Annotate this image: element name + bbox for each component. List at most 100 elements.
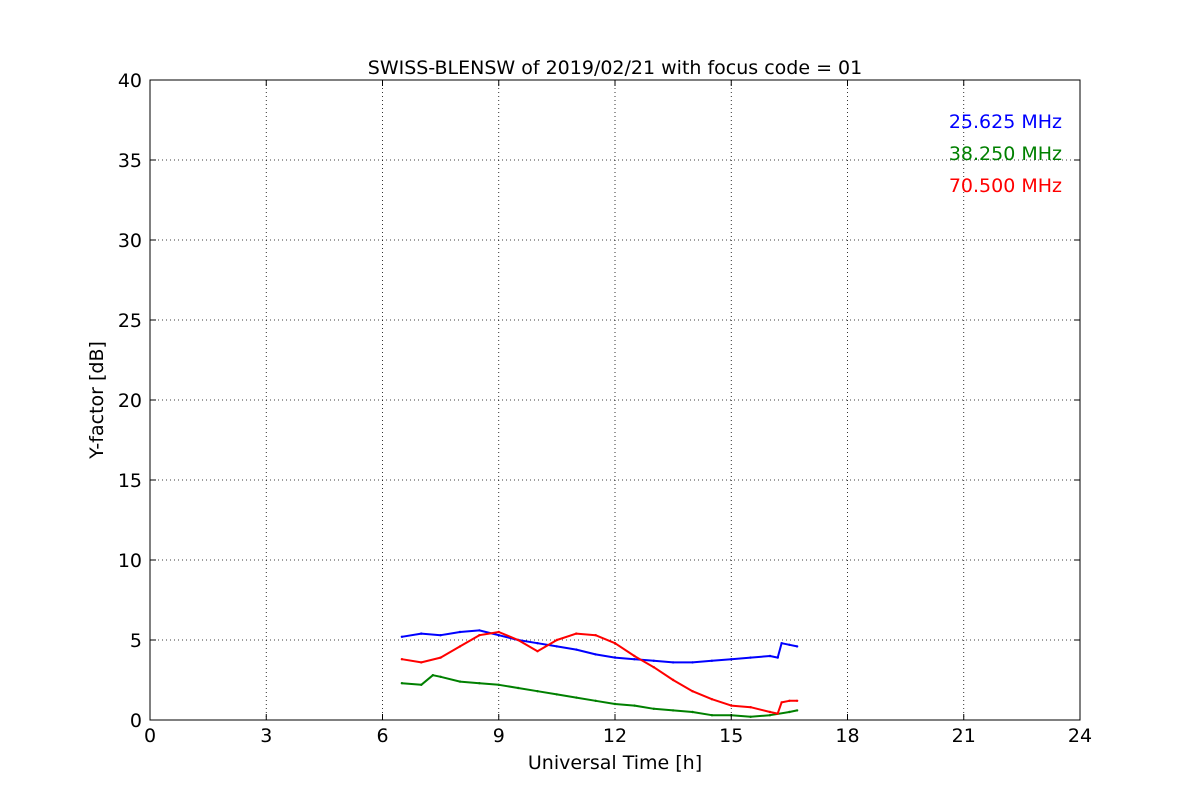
data-point xyxy=(497,634,500,637)
data-point xyxy=(795,709,799,712)
data-point xyxy=(788,710,791,714)
data-point xyxy=(594,653,597,656)
x-tick-label: 12 xyxy=(603,725,627,747)
data-point xyxy=(478,634,481,637)
legend: 25.625 MHz 38.250 MHz 70.500 MHz xyxy=(949,111,1062,197)
y-tick-label: 0 xyxy=(130,710,142,732)
data-point xyxy=(749,706,752,709)
data-point xyxy=(458,680,462,683)
data-point xyxy=(497,630,500,634)
data-point xyxy=(691,710,694,714)
data-point xyxy=(633,704,636,707)
data-point xyxy=(710,698,714,701)
data-point xyxy=(768,654,772,658)
data-point xyxy=(768,714,772,717)
data-point xyxy=(710,659,714,662)
x-tick-label: 18 xyxy=(835,725,859,747)
data-point xyxy=(652,659,655,662)
data-point xyxy=(652,707,655,710)
data-point xyxy=(536,650,539,653)
data-point xyxy=(788,699,791,702)
plot-area-frame xyxy=(149,79,1081,721)
data-point xyxy=(478,682,481,685)
series-group xyxy=(400,629,799,664)
data-point xyxy=(536,690,539,693)
data-point xyxy=(795,645,799,648)
data-point xyxy=(730,658,733,661)
x-tick-label: 15 xyxy=(719,725,743,747)
x-tick-label: 0 xyxy=(144,725,156,747)
data-point xyxy=(749,656,752,659)
data-point xyxy=(575,632,578,635)
data-point xyxy=(516,638,520,642)
data-point xyxy=(594,634,597,637)
x-tick-label: 24 xyxy=(1068,725,1092,747)
data-point xyxy=(575,648,578,651)
data-point xyxy=(710,714,714,717)
y-axis-title: Y-factor [dB] xyxy=(86,341,108,460)
data-point xyxy=(555,693,559,696)
data-point xyxy=(594,699,597,702)
data-point xyxy=(497,683,500,686)
data-point xyxy=(652,666,655,669)
data-point xyxy=(776,656,779,659)
data-point xyxy=(671,661,675,664)
data-point xyxy=(516,686,520,690)
data-point xyxy=(691,690,694,693)
data-point xyxy=(780,642,783,645)
data-point xyxy=(691,661,694,664)
x-tick-label: 21 xyxy=(952,725,976,747)
x-axis: 0 3 6 9 12 15 18 21 24 xyxy=(144,725,1092,747)
data-point xyxy=(555,645,559,648)
series-layer xyxy=(400,629,799,718)
y-tick-label: 25 xyxy=(118,310,142,332)
y-tick-label: 40 xyxy=(118,70,142,92)
x-tick-label: 6 xyxy=(376,725,388,747)
series-line xyxy=(401,629,798,664)
data-point xyxy=(749,715,752,718)
legend-entry: 70.500 MHz xyxy=(949,175,1062,197)
data-point xyxy=(633,654,636,658)
data-point xyxy=(400,635,404,638)
legend-entry: 38.250 MHz xyxy=(949,143,1062,165)
x-axis-title: Universal Time [h] xyxy=(528,752,702,774)
data-point xyxy=(575,696,578,699)
series-line xyxy=(401,631,798,715)
y-tick-label: 20 xyxy=(118,390,142,412)
y-tick-label: 35 xyxy=(118,150,142,172)
legend-entry: 25.625 MHz xyxy=(949,111,1062,133)
data-point xyxy=(478,629,481,632)
y-tick-label: 30 xyxy=(118,230,142,252)
grid-lines xyxy=(150,80,1080,720)
data-point xyxy=(768,710,772,714)
data-point xyxy=(730,704,733,707)
data-point xyxy=(420,683,423,686)
y-axis: 0 5 10 15 20 25 30 35 40 xyxy=(118,70,142,732)
data-point xyxy=(633,658,636,661)
data-point xyxy=(555,638,559,642)
data-point xyxy=(613,642,617,645)
series-group xyxy=(400,630,799,715)
data-point xyxy=(536,642,539,645)
data-point xyxy=(613,702,617,706)
x-tick-label: 9 xyxy=(493,725,505,747)
data-point xyxy=(788,643,791,646)
data-point xyxy=(420,661,423,664)
data-point xyxy=(400,658,404,661)
data-point xyxy=(795,699,799,702)
chart-title: SWISS-BLENSW of 2019/02/21 with focus co… xyxy=(368,57,862,79)
data-point xyxy=(671,709,675,712)
data-point xyxy=(776,712,779,715)
data-point xyxy=(431,674,435,677)
y-tick-label: 15 xyxy=(118,470,142,492)
data-point xyxy=(458,645,462,648)
data-point xyxy=(613,656,617,659)
data-point xyxy=(420,632,423,635)
series-group xyxy=(400,674,799,718)
data-point xyxy=(458,630,462,634)
y-tick-label: 5 xyxy=(130,630,142,652)
x-tick-label: 3 xyxy=(260,725,272,747)
data-point xyxy=(780,701,783,704)
